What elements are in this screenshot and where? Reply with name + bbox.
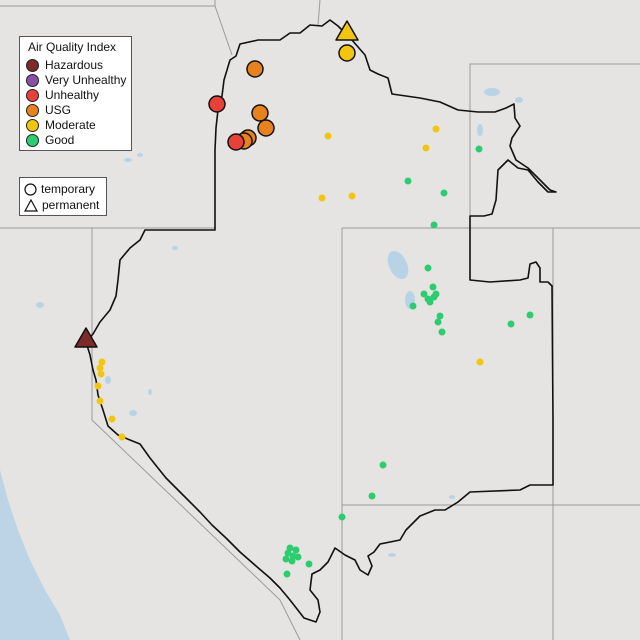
monitor-point[interactable]: [294, 553, 302, 561]
legend-label: permanent: [42, 198, 100, 212]
usg-swatch: [26, 103, 39, 117]
monitor-point[interactable]: [94, 382, 102, 390]
circle-icon: [24, 182, 37, 196]
monitor-point[interactable]: [379, 461, 387, 469]
monitor-point[interactable]: [98, 358, 106, 366]
permanent-monitor-marker[interactable]: [335, 20, 359, 41]
monitor-point[interactable]: [282, 555, 290, 563]
legend-label: Good: [45, 133, 75, 147]
legend-item-temporary: temporary: [24, 181, 95, 197]
very-unhealthy-swatch: [26, 73, 39, 87]
permanent-monitor-marker[interactable]: [74, 327, 98, 348]
legend-item-usg: USG: [26, 102, 71, 118]
monitor-point[interactable]: [430, 221, 438, 229]
aqi-points: [74, 20, 534, 578]
monitor-point[interactable]: [440, 189, 448, 197]
legend-label: Very Unhealthy: [45, 73, 127, 87]
temporary-monitor-marker[interactable]: [338, 44, 356, 62]
legend-item-hazardous: Hazardous: [26, 57, 103, 73]
monitor-point[interactable]: [288, 557, 296, 565]
monitor-point[interactable]: [338, 513, 346, 521]
monitor-point[interactable]: [318, 194, 326, 202]
monitor-point[interactable]: [475, 145, 483, 153]
monitor-point[interactable]: [305, 560, 313, 568]
monitor-point[interactable]: [422, 144, 430, 152]
legend-label: Unhealthy: [45, 88, 100, 102]
triangle-icon: [24, 198, 38, 212]
monitor-point[interactable]: [108, 415, 116, 423]
legend-item-very-unhealthy: Very Unhealthy: [26, 72, 126, 88]
monitor-point[interactable]: [97, 370, 105, 378]
monitor-point[interactable]: [96, 397, 104, 405]
good-swatch: [26, 133, 39, 147]
legend-label: USG: [45, 103, 72, 117]
legend-label: Moderate: [45, 118, 96, 132]
lakes: [36, 88, 523, 557]
temporary-monitor-marker[interactable]: [257, 119, 275, 137]
monitor-point[interactable]: [424, 264, 432, 272]
monitor-point[interactable]: [436, 312, 444, 320]
unhealthy-swatch: [26, 88, 39, 102]
temporary-monitor-marker[interactable]: [251, 104, 269, 122]
temporary-monitor-marker[interactable]: [208, 95, 226, 113]
monitor-point[interactable]: [438, 328, 446, 336]
temporary-monitor-marker[interactable]: [246, 60, 264, 78]
monitor-point[interactable]: [409, 302, 417, 310]
legend-title: Air Quality Index: [28, 40, 117, 54]
monitor-point[interactable]: [429, 283, 437, 291]
monitor-point[interactable]: [348, 192, 356, 200]
monitor-point[interactable]: [118, 433, 126, 441]
monitor-point[interactable]: [292, 546, 300, 554]
region-boundary: [85, 19, 557, 623]
monitor-point[interactable]: [432, 125, 440, 133]
legend-label: Hazardous: [45, 58, 104, 72]
monitor-point[interactable]: [507, 320, 515, 328]
monitor-point[interactable]: [283, 570, 291, 578]
monitor-type-legend: temporary permanent: [19, 177, 107, 216]
monitor-point[interactable]: [324, 132, 332, 140]
monitor-point[interactable]: [368, 492, 376, 500]
legend-item-good: Good: [26, 132, 74, 148]
moderate-swatch: [26, 118, 39, 132]
monitor-point[interactable]: [96, 364, 104, 372]
monitor-point[interactable]: [404, 177, 412, 185]
monitor-point[interactable]: [434, 318, 442, 326]
aqi-legend: Air Quality Index Hazardous Very Unhealt…: [19, 36, 132, 151]
ocean: [0, 470, 70, 640]
hazardous-swatch: [26, 58, 39, 72]
temporary-monitor-marker[interactable]: [227, 133, 245, 151]
monitor-point[interactable]: [420, 290, 428, 298]
legend-item-moderate: Moderate: [26, 117, 96, 133]
monitor-point[interactable]: [426, 298, 434, 306]
legend-item-permanent: permanent: [24, 197, 99, 213]
monitor-point[interactable]: [476, 358, 484, 366]
monitor-point[interactable]: [526, 311, 534, 319]
legend-item-unhealthy: Unhealthy: [26, 87, 99, 103]
monitor-point[interactable]: [432, 290, 440, 298]
legend-label: temporary: [41, 182, 96, 196]
